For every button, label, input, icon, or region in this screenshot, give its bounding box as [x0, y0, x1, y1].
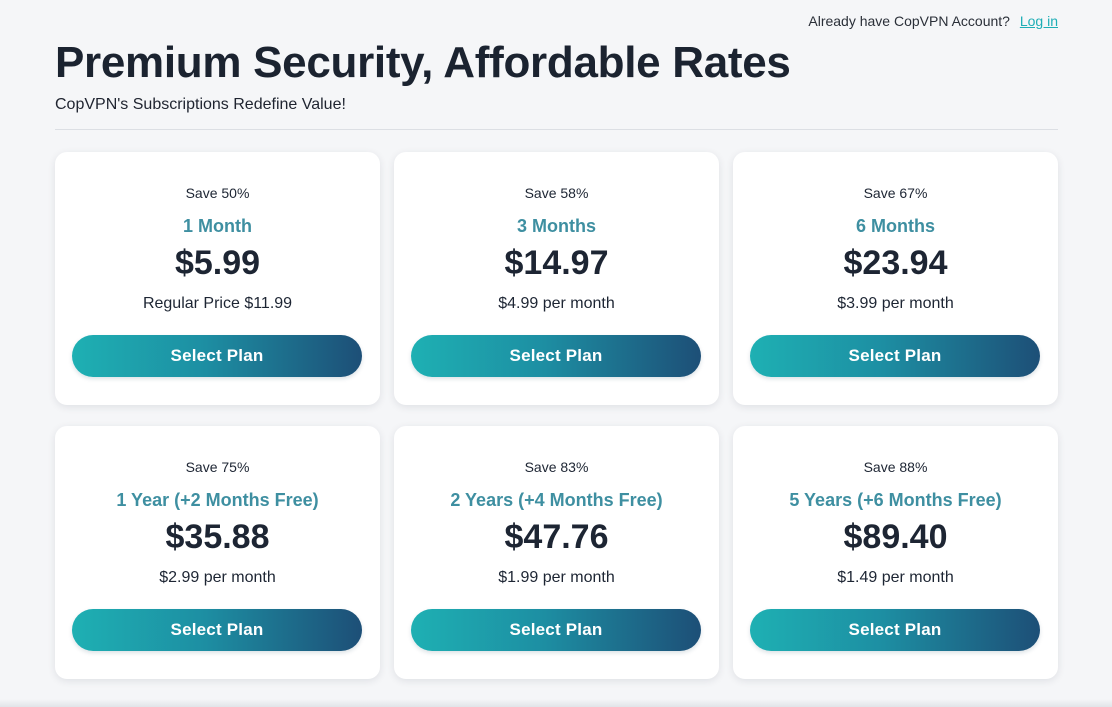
select-plan-button[interactable]: Select Plan	[750, 335, 1040, 377]
account-bar: Already have CopVPN Account? Log in	[808, 13, 1058, 29]
login-link[interactable]: Log in	[1019, 13, 1058, 29]
plan-save-label: Save 83%	[524, 459, 589, 475]
plan-price: $14.97	[504, 244, 609, 282]
plan-card-1-year: Save 75% 1 Year (+2 Months Free) $35.88 …	[55, 426, 380, 679]
plan-save-label: Save 58%	[524, 185, 589, 201]
plan-save-label: Save 75%	[185, 459, 250, 475]
plan-price-note: $1.49 per month	[837, 569, 954, 586]
plan-price-note: $2.99 per month	[159, 569, 276, 586]
select-plan-button[interactable]: Select Plan	[72, 335, 362, 377]
plan-card-3-months: Save 58% 3 Months $14.97 $4.99 per month…	[394, 152, 719, 405]
plan-term: 5 Years (+6 Months Free)	[789, 490, 1002, 510]
page-bottom-fade	[0, 699, 1112, 707]
plan-price: $47.76	[504, 518, 609, 556]
plan-grid: Save 50% 1 Month $5.99 Regular Price $11…	[55, 152, 1058, 679]
plan-term: 3 Months	[517, 216, 596, 236]
select-plan-button[interactable]: Select Plan	[411, 335, 701, 377]
select-plan-button[interactable]: Select Plan	[72, 609, 362, 651]
plan-price: $23.94	[843, 244, 948, 282]
select-plan-button[interactable]: Select Plan	[750, 609, 1040, 651]
plan-card-6-months: Save 67% 6 Months $23.94 $3.99 per month…	[733, 152, 1058, 405]
page-title: Premium Security, Affordable Rates	[55, 38, 791, 87]
plan-term: 1 Month	[183, 216, 252, 236]
plan-save-label: Save 50%	[185, 185, 250, 201]
plan-save-label: Save 67%	[863, 185, 928, 201]
pricing-page: Already have CopVPN Account? Log in Prem…	[55, 0, 1058, 707]
plan-price: $5.99	[174, 244, 261, 282]
select-plan-button[interactable]: Select Plan	[411, 609, 701, 651]
page-subtitle: CopVPN's Subscriptions Redefine Value!	[55, 96, 346, 113]
plan-price-note: $3.99 per month	[837, 295, 954, 312]
plan-save-label: Save 88%	[863, 459, 928, 475]
plan-card-1-month: Save 50% 1 Month $5.99 Regular Price $11…	[55, 152, 380, 405]
plan-price: $89.40	[843, 518, 948, 556]
plan-price-note: $4.99 per month	[498, 295, 615, 312]
plan-term: 6 Months	[856, 216, 935, 236]
plan-term: 2 Years (+4 Months Free)	[450, 490, 663, 510]
plan-term: 1 Year (+2 Months Free)	[116, 490, 319, 510]
plan-card-5-years: Save 88% 5 Years (+6 Months Free) $89.40…	[733, 426, 1058, 679]
plan-price: $35.88	[165, 518, 270, 556]
header-divider	[55, 129, 1058, 130]
plan-price-note: Regular Price $11.99	[142, 295, 293, 312]
plan-card-2-years: Save 83% 2 Years (+4 Months Free) $47.76…	[394, 426, 719, 679]
account-prompt: Already have CopVPN Account?	[808, 13, 1010, 29]
plan-price-note: $1.99 per month	[498, 569, 615, 586]
